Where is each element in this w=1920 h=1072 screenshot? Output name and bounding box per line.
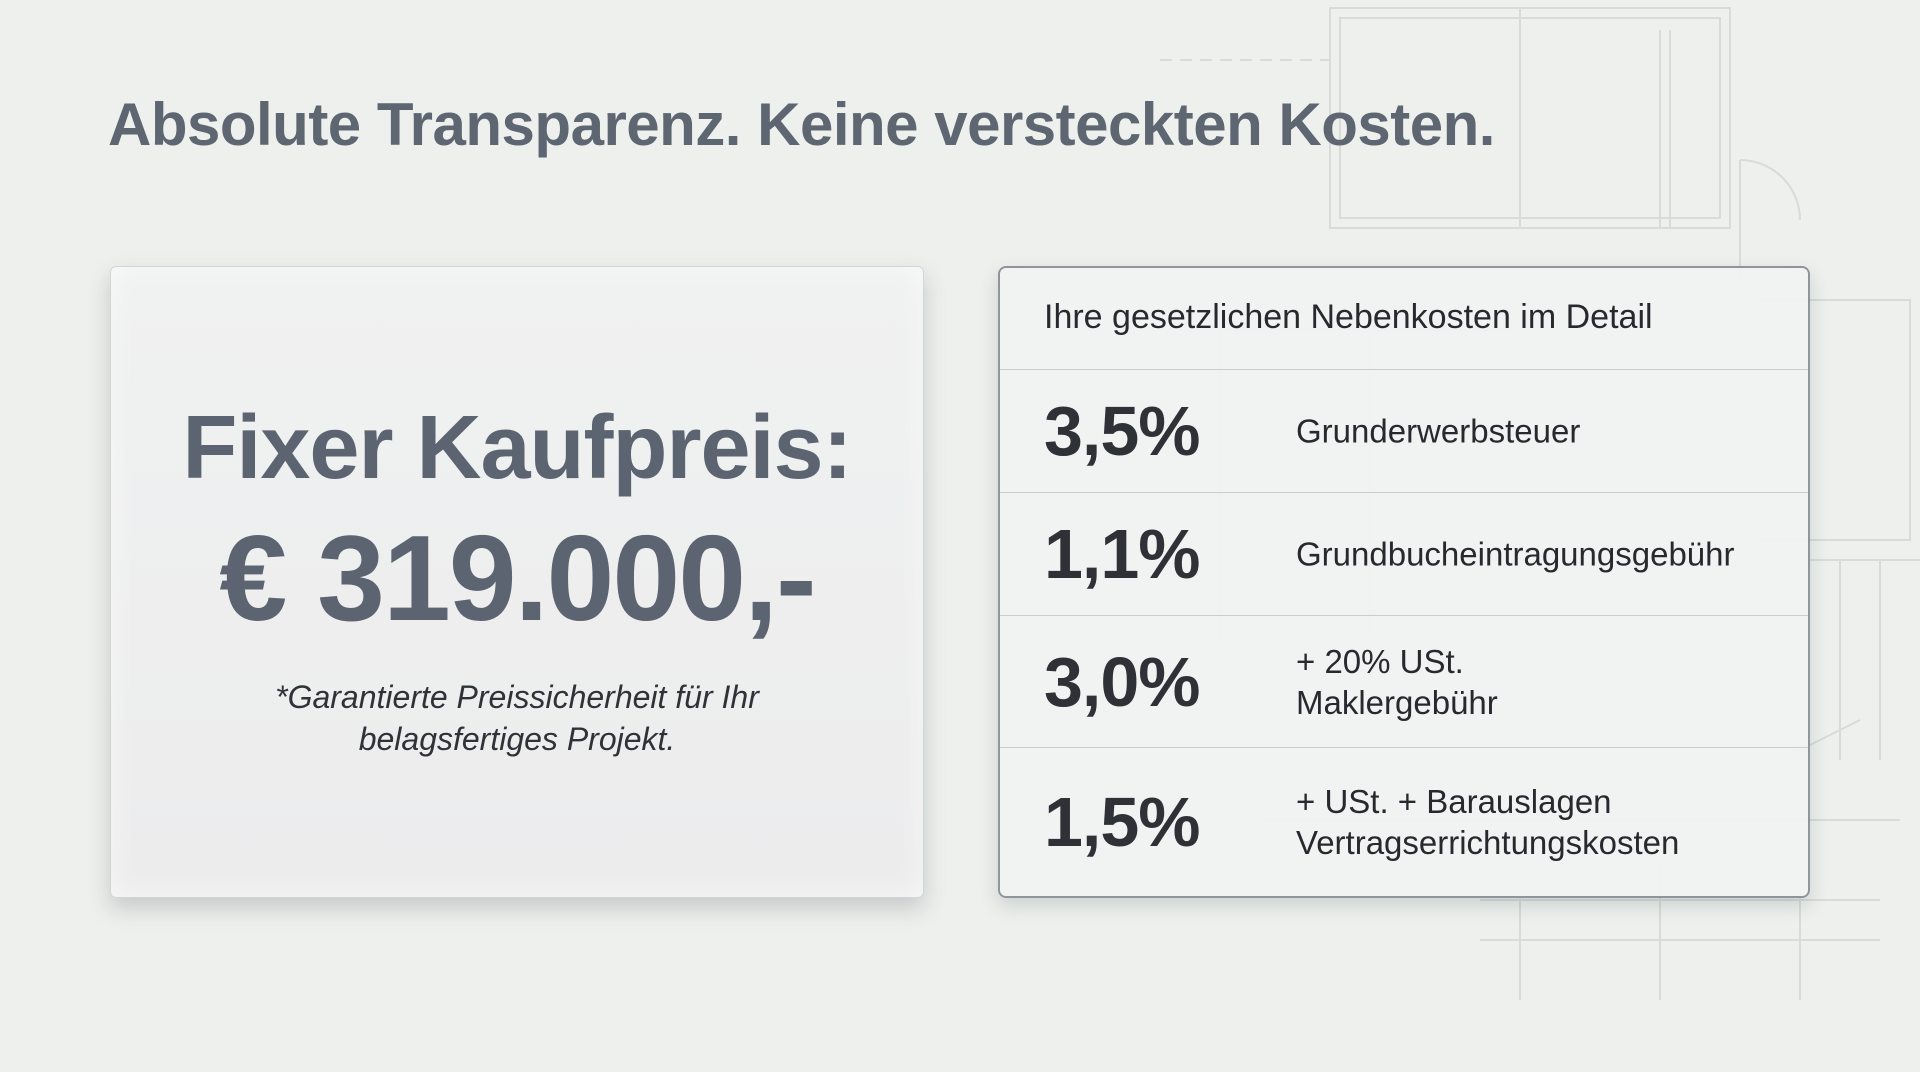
fee-percent: 1,5%: [1044, 782, 1201, 861]
fee-description-line: + 20% USt.: [1296, 642, 1464, 680]
fee-description-line: Grunderwerbsteuer: [1296, 412, 1581, 450]
fees-table-card: Ihre gesetzlichen Nebenkosten im Detail …: [998, 266, 1810, 898]
fee-description: + 20% USt. Maklergebühr: [1296, 640, 1788, 723]
fee-description-line: Grundbucheintragungsgebühr: [1296, 535, 1735, 573]
fee-row: 1,5% + USt. + Barauslagen Vertragserrich…: [1000, 748, 1808, 895]
price-label: Fixer Kaufpreis:: [182, 398, 852, 498]
fee-description-line: Maklergebühr: [1296, 683, 1498, 721]
fee-row: 1,1% Grundbucheintragungsgebühr: [1000, 493, 1808, 616]
page-headline: Absolute Transparenz. Keine versteckten …: [108, 91, 1495, 158]
price-note-line-1: *Garantierte Preissicherheit für Ihr: [275, 679, 759, 715]
fee-description-line: Vertragserrichtungskosten: [1296, 823, 1680, 861]
fee-percent: 3,5%: [1044, 392, 1201, 470]
price-guarantee-note: *Garantierte Preissicherheit für Ihr bel…: [171, 677, 863, 760]
price-card: Fixer Kaufpreis: € 319.000,- *Garantiert…: [110, 266, 924, 898]
price-value: € 319.000,-: [219, 510, 816, 646]
fee-description-line: + USt. + Barauslagen: [1296, 782, 1612, 820]
fee-percent: 3,0%: [1044, 642, 1201, 721]
fee-description: Grunderwerbsteuer: [1296, 410, 1788, 451]
fee-description: Grundbucheintragungsgebühr: [1296, 533, 1788, 574]
fee-description: + USt. + Barauslagen Vertragserrichtungs…: [1296, 780, 1788, 863]
fees-table-title: Ihre gesetzlichen Nebenkosten im Detail: [1000, 268, 1808, 370]
fee-row: 3,0% + 20% USt. Maklergebühr: [1000, 616, 1808, 748]
fee-row: 3,5% Grunderwerbsteuer: [1000, 370, 1808, 493]
price-note-line-2: belagsfertiges Projekt.: [358, 720, 676, 757]
fee-percent: 1,1%: [1044, 515, 1201, 593]
